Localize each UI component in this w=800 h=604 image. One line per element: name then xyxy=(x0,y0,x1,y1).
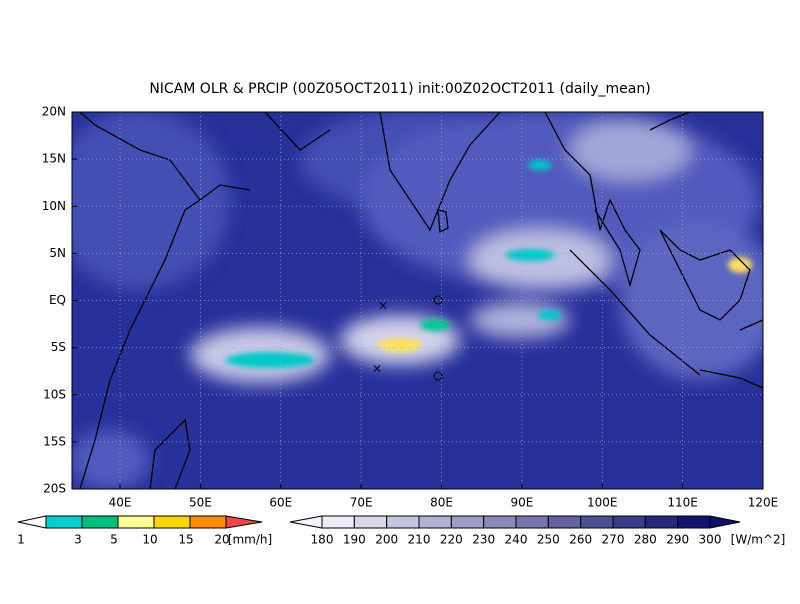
lon-label: 60E xyxy=(269,496,292,510)
colorbar-arrow xyxy=(289,515,323,529)
colorbar-box xyxy=(547,515,582,529)
colorbar-label: 260 xyxy=(569,533,592,547)
colorbar-box xyxy=(644,515,679,529)
colorbar-box xyxy=(677,515,711,529)
colorbar-arrow xyxy=(709,515,741,529)
lon-label: 70E xyxy=(350,496,373,510)
lat-label: 20S xyxy=(43,482,66,496)
lon-label: 90E xyxy=(510,496,533,510)
colorbar-label: 220 xyxy=(440,533,463,547)
marker-x: × xyxy=(372,362,382,376)
marker-circle xyxy=(433,371,443,381)
colorbar-box xyxy=(386,515,420,529)
lat-label: 20N xyxy=(42,105,66,119)
colorbar-label: 5 xyxy=(110,533,118,547)
colorbar-unit: [mm/h] xyxy=(228,533,272,547)
colorbar-label: 1 xyxy=(17,533,25,547)
colorbar-box xyxy=(45,515,83,529)
colorbar-box xyxy=(418,515,452,529)
colorbar-label: 15 xyxy=(178,533,193,547)
colorbar-label: 10 xyxy=(142,533,157,547)
colorbar-label: 250 xyxy=(537,533,560,547)
colorbar-arrow xyxy=(225,515,263,529)
colorbar-box xyxy=(189,515,227,529)
colorbar-box xyxy=(515,515,549,529)
lat-label: 15S xyxy=(43,434,66,448)
colorbar-label: 280 xyxy=(634,533,657,547)
lat-label: EQ xyxy=(49,293,66,307)
lon-label: 40E xyxy=(109,496,132,510)
colorbar-label: 240 xyxy=(505,533,528,547)
colorbar-label: 210 xyxy=(408,533,431,547)
lat-label: 5S xyxy=(51,340,66,354)
colorbar-box xyxy=(153,515,191,529)
colorbar-label: 270 xyxy=(602,533,625,547)
marker-x: × xyxy=(378,299,388,313)
colorbar-label: 190 xyxy=(343,533,366,547)
colorbar-label: 290 xyxy=(666,533,689,547)
colorbar-box xyxy=(81,515,119,529)
colorbar-box xyxy=(321,515,355,529)
lon-label: 100E xyxy=(587,496,618,510)
colorbar-box xyxy=(580,515,614,529)
lat-label: 10N xyxy=(42,199,66,213)
lat-label: 15N xyxy=(42,152,66,166)
colorbar-label: 180 xyxy=(311,533,334,547)
lon-label: 120E xyxy=(748,496,779,510)
lat-label: 10S xyxy=(43,387,66,401)
colorbar-box xyxy=(612,515,646,529)
marker-circle xyxy=(433,295,443,305)
colorbar-label: 300 xyxy=(699,533,722,547)
colorbar-label: 230 xyxy=(472,533,495,547)
colorbar-label: 3 xyxy=(74,533,82,547)
colorbar-unit: [W/m^2] xyxy=(731,533,786,547)
colorbar-box xyxy=(450,515,485,529)
colorbar-arrow xyxy=(17,515,47,529)
colorbar-label: 200 xyxy=(375,533,398,547)
colorbar-box xyxy=(483,515,517,529)
lon-label: 50E xyxy=(189,496,212,510)
colorbar-box xyxy=(353,515,388,529)
lat-label: 5N xyxy=(49,246,66,260)
colorbar-label: 20 xyxy=(214,533,229,547)
map-title: NICAM OLR & PRCIP (00Z05OCT2011) init:00… xyxy=(149,81,650,97)
colorbar-box xyxy=(117,515,155,529)
lon-label: 80E xyxy=(430,496,453,510)
lon-label: 110E xyxy=(667,496,698,510)
map-field: × × xyxy=(72,112,763,489)
